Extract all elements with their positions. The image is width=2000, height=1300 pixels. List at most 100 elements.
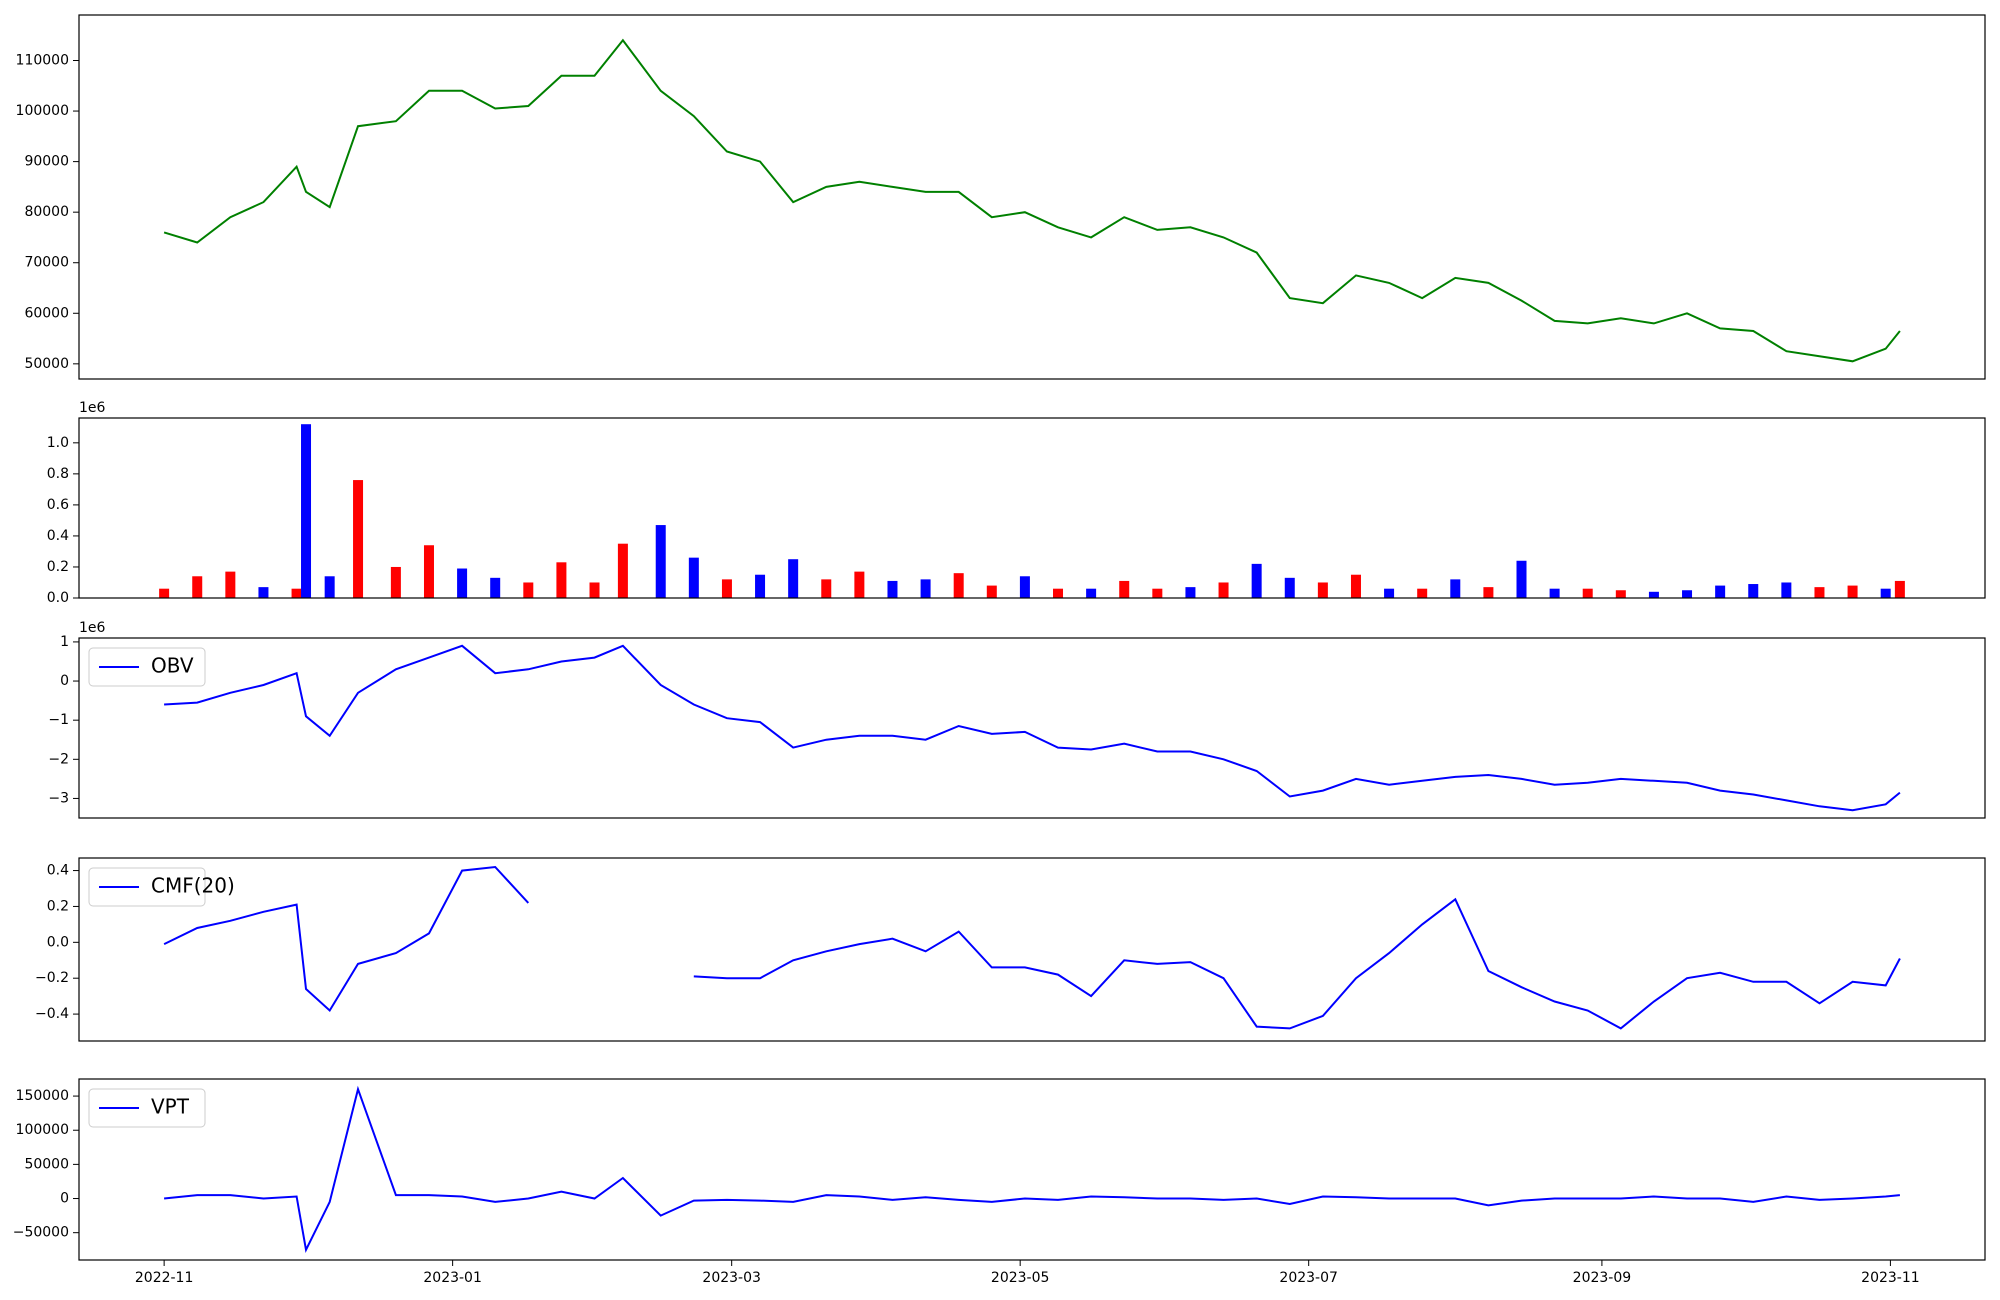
y-tick-label: 110000: [16, 53, 69, 69]
volume-bar: [1417, 588, 1428, 598]
volume-bar: [457, 568, 468, 598]
volume-bar: [986, 585, 997, 598]
volume-bar: [1516, 560, 1527, 598]
offset-text: 1e6: [79, 400, 106, 416]
y-tick-label: 100000: [16, 1122, 69, 1138]
volume-bar: [1549, 588, 1560, 598]
y-tick-label: −1: [48, 712, 69, 728]
x-tick-label: 2023-01: [423, 1270, 482, 1286]
y-tick-label: 1.0: [47, 435, 69, 451]
volume-bar: [589, 582, 600, 598]
y-tick-label: −2: [48, 751, 69, 767]
volume-bar: [887, 580, 898, 598]
y-tick-label: 0.0: [47, 590, 69, 606]
volume-bar: [324, 576, 335, 598]
volume-bar: [1152, 588, 1163, 598]
x-tick-label: 2023-09: [1573, 1270, 1632, 1286]
y-tick-label: 0: [60, 673, 69, 689]
axes-frame: [78, 14, 1986, 380]
legend-label: CMF(20): [151, 874, 235, 898]
volume-bar: [556, 562, 567, 598]
y-tick-label: 100000: [16, 103, 69, 119]
volume-bar: [1450, 579, 1461, 598]
y-tick-label: 70000: [24, 255, 69, 271]
y-tick-label: −50000: [13, 1225, 69, 1241]
series-line: [163, 1085, 1900, 1253]
y-tick-label: 50000: [24, 356, 69, 372]
volume-bar: [1119, 580, 1130, 598]
volume-bar: [1053, 588, 1064, 598]
volume-bar: [1185, 587, 1196, 598]
axes-frame: [78, 637, 1986, 819]
y-tick-label: 0.4: [47, 863, 69, 879]
volume-bar: [1615, 590, 1626, 598]
volume-bar: [301, 424, 312, 598]
volume-bar: [755, 574, 766, 598]
volume-bar: [953, 573, 964, 598]
volume-bar: [655, 525, 666, 598]
axes-frame: [78, 1078, 1986, 1261]
volume-bar: [821, 579, 832, 598]
volume-bar: [1582, 588, 1593, 598]
volume-bar: [192, 576, 203, 598]
series-line: [164, 644, 1901, 812]
volume-bar: [1483, 587, 1494, 598]
volume-bar: [854, 571, 865, 598]
volume-bar: [1682, 590, 1693, 598]
volume-bar: [617, 543, 628, 598]
volume-bar: [291, 588, 302, 598]
y-tick-label: 150000: [16, 1088, 69, 1104]
volume-bar: [1284, 577, 1295, 598]
y-tick-label: 0: [60, 1191, 69, 1207]
x-tick-label: 2023-11: [1861, 1270, 1920, 1286]
x-tick-label: 2022-11: [135, 1270, 194, 1286]
volume-bar: [1648, 591, 1659, 598]
volume-bar: [1781, 582, 1792, 598]
volume-bar: [490, 577, 501, 598]
y-tick-label: 1: [60, 634, 69, 650]
volume-bar: [1748, 584, 1759, 598]
y-tick-label: −3: [48, 790, 69, 806]
legend-label: VPT: [151, 1095, 190, 1119]
legend-label: OBV: [151, 654, 194, 678]
x-tick-label: 2023-05: [991, 1270, 1050, 1286]
y-tick-label: 0.8: [47, 466, 69, 482]
volume-bar: [1880, 588, 1891, 598]
series-line: [163, 865, 1901, 1030]
volume-bar: [159, 588, 170, 598]
axes-frame: [78, 857, 1986, 1042]
legend-box: [88, 1088, 206, 1128]
volume-bar: [1814, 587, 1825, 598]
legend-box: [88, 647, 206, 687]
volume-bar: [1086, 588, 1097, 598]
volume-bar: [423, 545, 434, 598]
volume-bar: [721, 579, 732, 598]
y-tick-label: 0.4: [47, 528, 69, 544]
volume-bar: [1715, 585, 1726, 598]
volume-bar: [523, 582, 534, 598]
y-tick-label: 0.0: [47, 934, 69, 950]
y-tick-label: 0.2: [47, 898, 69, 914]
y-tick-label: 90000: [24, 154, 69, 170]
y-tick-label: 0.2: [47, 559, 69, 575]
y-tick-label: 80000: [24, 204, 69, 220]
volume-bar: [1317, 582, 1328, 598]
x-tick-label: 2023-03: [702, 1270, 761, 1286]
y-tick-label: 60000: [24, 305, 69, 321]
axes-frame: [78, 417, 1986, 599]
volume-bar: [1218, 582, 1229, 598]
volume-bar: [225, 571, 236, 598]
volume-bar: [920, 579, 931, 598]
volume-bar: [1350, 574, 1361, 598]
volume-bar: [1384, 588, 1395, 598]
volume-bar: [390, 566, 401, 598]
offset-text: 1e6: [79, 620, 106, 636]
volume-bar: [1251, 563, 1262, 598]
volume-bar: [688, 557, 699, 598]
y-tick-label: 0.6: [47, 497, 69, 513]
volume-bar: [1894, 580, 1905, 598]
volume-bar: [1847, 585, 1858, 598]
volume-bar: [1019, 576, 1030, 598]
